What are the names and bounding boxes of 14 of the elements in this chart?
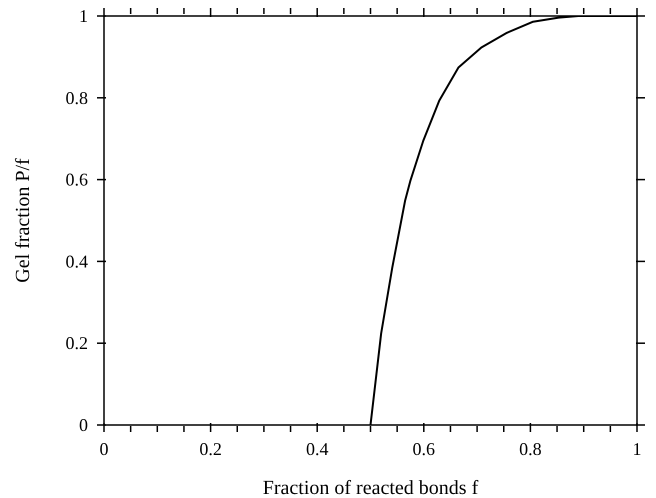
x-axis-title: Fraction of reacted bonds f: [262, 477, 479, 498]
y-tick-label: 0.4: [66, 251, 88, 272]
y-tick-label: 0.8: [66, 88, 88, 108]
x-tick-label: 0.2: [199, 439, 222, 459]
y-tick-label: 1: [79, 6, 88, 26]
y-tick-label: 0.6: [66, 170, 88, 190]
y-tick-label: 0.2: [66, 333, 88, 354]
x-tick-label: 0: [100, 439, 108, 459]
x-tick-label: 0.4: [306, 439, 328, 459]
y-tick-label: 0: [79, 415, 88, 435]
y-axis-title: Gel fraction P/f: [12, 158, 34, 283]
x-tick-label: 1: [632, 439, 642, 459]
x-tick-label: 0.6: [412, 439, 436, 459]
x-tick-label: 0.8: [519, 439, 542, 459]
